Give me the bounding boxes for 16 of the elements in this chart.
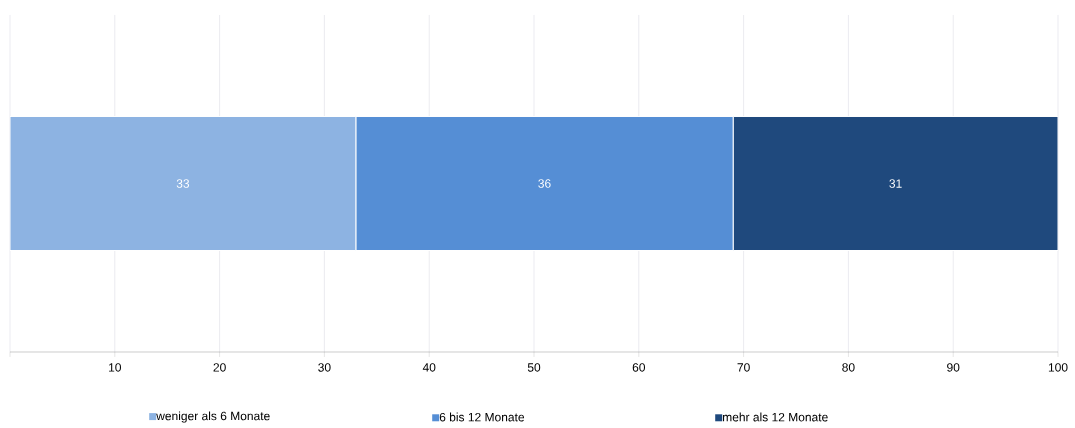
legend-label: weniger als 6 Monate xyxy=(156,411,270,423)
x-tick-label: 100 xyxy=(1048,363,1068,372)
x-tick-label: 20 xyxy=(213,363,226,372)
legend-label: mehr als 12 Monate xyxy=(723,412,828,422)
x-tick-label: 80 xyxy=(842,363,855,372)
x-tick-label: 30 xyxy=(318,363,331,372)
data-label: 33 xyxy=(176,179,190,188)
data-label: 31 xyxy=(889,179,902,188)
x-tick-label: 60 xyxy=(632,363,646,372)
x-tick-label: 70 xyxy=(737,363,750,372)
x-tick-label: 10 xyxy=(109,363,121,372)
x-tick-label: 40 xyxy=(422,363,436,372)
x-tick-label: 90 xyxy=(947,363,960,372)
data-label: 36 xyxy=(538,179,551,188)
legend-label: 6 bis 12 Monate xyxy=(439,412,525,422)
x-tick-label: 50 xyxy=(527,363,541,372)
